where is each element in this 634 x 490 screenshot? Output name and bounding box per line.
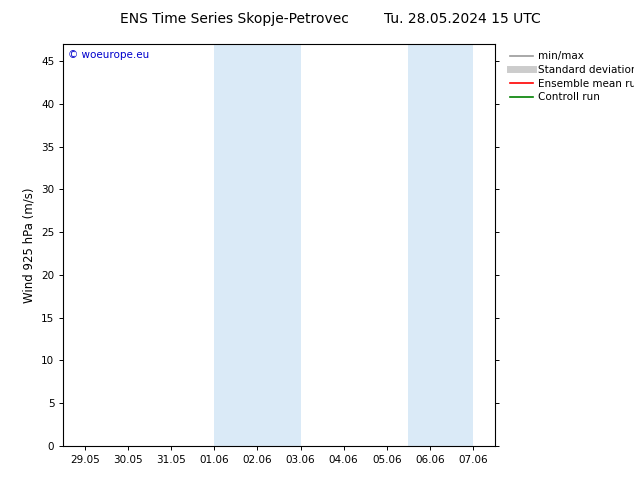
Text: Tu. 28.05.2024 15 UTC: Tu. 28.05.2024 15 UTC — [384, 12, 541, 26]
Legend: min/max, Standard deviation, Ensemble mean run, Controll run: min/max, Standard deviation, Ensemble me… — [508, 49, 634, 104]
Y-axis label: Wind 925 hPa (m/s): Wind 925 hPa (m/s) — [23, 187, 36, 303]
Bar — [214, 44, 301, 446]
Text: ENS Time Series Skopje-Petrovec: ENS Time Series Skopje-Petrovec — [120, 12, 349, 26]
Text: © woeurope.eu: © woeurope.eu — [68, 50, 149, 60]
Bar — [408, 44, 473, 446]
